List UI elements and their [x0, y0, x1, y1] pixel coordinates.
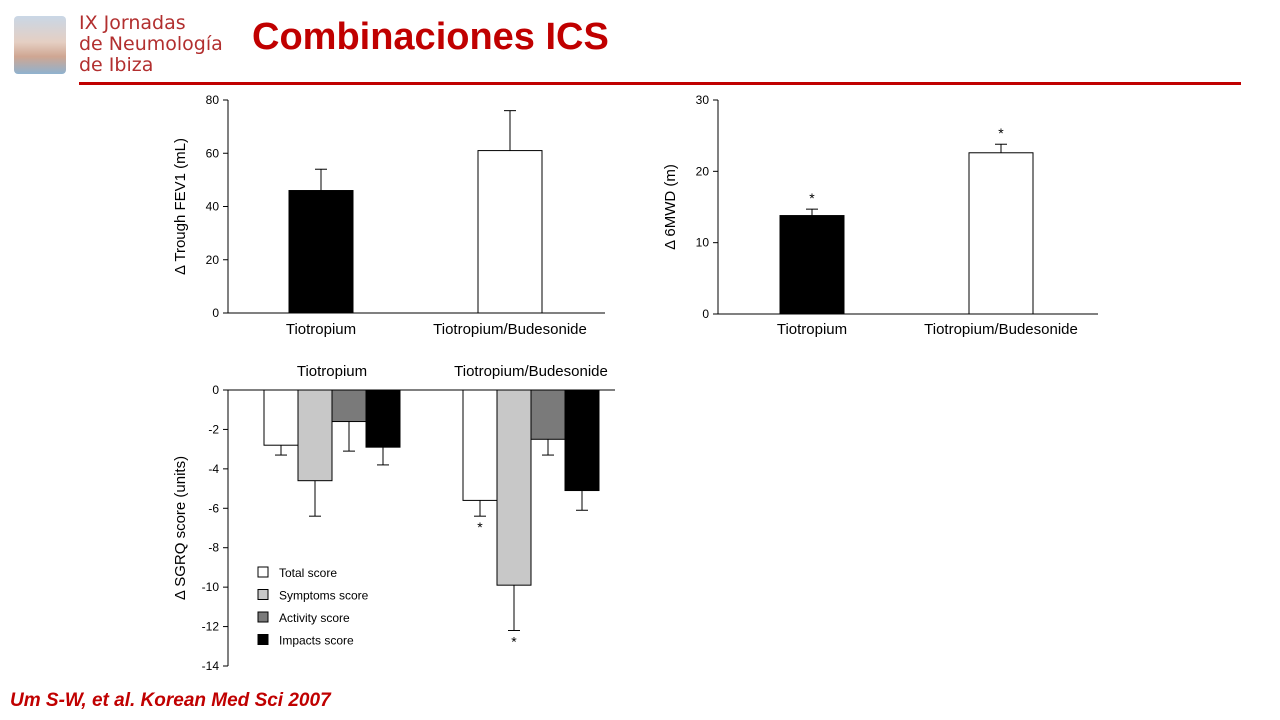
sgrq-y-axis-label: Δ SGRQ score (units) [172, 456, 189, 600]
sixmwd-significance-marker: * [998, 125, 1004, 141]
logo-line-2: de Neumología [79, 33, 223, 55]
sixmwd-category-label: Tiotropium [777, 321, 847, 338]
sgrq-y-tick-label: -12 [202, 620, 220, 634]
sixmwd-y-tick-label: 0 [702, 307, 709, 321]
sgrq-significance-marker: * [511, 634, 517, 650]
slide-title: Combinaciones ICS [252, 16, 609, 58]
sgrq-legend-swatch [257, 589, 269, 600]
sgrq-bar [496, 389, 532, 586]
sixmwd-bar [779, 215, 845, 315]
sgrq-y-tick-label: -8 [208, 541, 219, 555]
sixmwd-significance-marker: * [809, 190, 815, 206]
sgrq-category-label: Tiotropium [297, 363, 367, 380]
sgrq-legend-swatch [257, 611, 269, 623]
sixmwd-bar [968, 152, 1034, 315]
sixmwd-category-label: Tiotropium/Budesonide [924, 321, 1078, 338]
fev1-y-tick-label: 40 [206, 200, 220, 214]
fev1-bar [477, 150, 543, 314]
fev1-category-label: Tiotropium/Budesonide [433, 321, 587, 338]
logo-line-3: de Ibiza [79, 54, 154, 76]
sgrq-category-label: Tiotropium/Budesonide [454, 363, 608, 380]
title-divider [79, 82, 1241, 85]
fev1-y-tick-label: 80 [206, 93, 220, 107]
sixmwd-y-tick-label: 10 [696, 236, 710, 250]
sixmwd-y-tick-label: 20 [696, 164, 710, 178]
logo-line-1: IX Jornadas [79, 12, 186, 34]
sgrq-legend-swatch [257, 566, 269, 578]
fev1-y-axis-label: Δ Trough FEV1 (mL) [172, 138, 189, 275]
sixmwd-y-tick-label: 30 [696, 93, 710, 107]
sgrq-y-tick-label: -6 [208, 501, 219, 515]
logo-image [14, 16, 66, 74]
sgrq-y-tick-label: -14 [202, 659, 220, 673]
sgrq-y-tick-label: -4 [208, 462, 219, 476]
sgrq-bar [331, 389, 367, 423]
sgrq-legend-label: Symptoms score [279, 589, 369, 603]
sgrq-bar [564, 389, 600, 492]
sgrq-bar [365, 389, 401, 448]
fev1-category-label: Tiotropium [286, 321, 356, 338]
sgrq-y-tick-label: 0 [212, 383, 219, 397]
sgrq-y-tick-label: -10 [202, 580, 220, 594]
logo-text: IX Jornadas de Neumología de Ibiza [79, 13, 223, 76]
sgrq-legend-label: Impacts score [279, 634, 354, 648]
sgrq-bar [297, 389, 333, 482]
sgrq-y-tick-label: -2 [208, 422, 219, 436]
sgrq-legend-swatch [257, 634, 269, 645]
citation: Um S-W, et al. Korean Med Sci 2007 [10, 690, 331, 711]
sgrq-legend-label: Activity score [279, 611, 350, 625]
fev1-y-tick-label: 60 [206, 146, 220, 160]
sixmwd-y-axis-label: Δ 6MWD (m) [662, 164, 679, 250]
sgrq-bar [263, 389, 299, 446]
sgrq-bar [462, 389, 498, 501]
fev1-bar [288, 190, 354, 314]
sgrq-legend-label: Total score [279, 566, 337, 580]
sgrq-significance-marker: * [477, 519, 483, 535]
fev1-y-tick-label: 20 [206, 253, 220, 267]
sgrq-bar [530, 389, 566, 440]
fev1-y-tick-label: 0 [212, 306, 219, 320]
